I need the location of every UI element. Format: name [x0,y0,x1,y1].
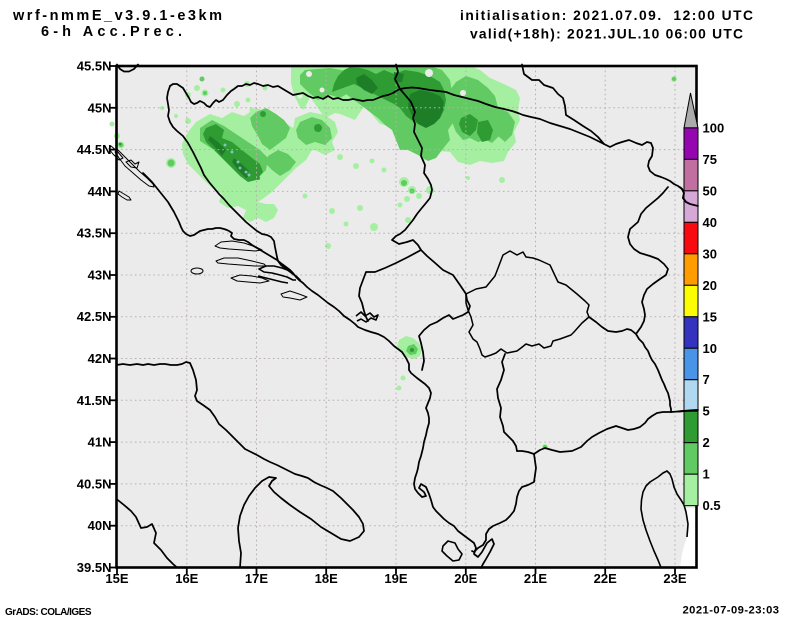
svg-text:initialisation: 2021.07.09. 1: initialisation: 2021.07.09. 12:00 UTC [460,8,753,23]
svg-text:41.5N: 41.5N [77,393,112,408]
svg-text:23E: 23E [663,571,686,586]
svg-text:40: 40 [703,215,717,230]
svg-text:40N: 40N [88,518,112,533]
svg-text:21E: 21E [524,571,547,586]
svg-text:6-h Acc.Prec.: 6-h Acc.Prec. [41,24,182,40]
svg-text:43N: 43N [88,268,112,283]
svg-text:22E: 22E [594,571,617,586]
svg-text:wrf-nmmE_v3.9.1-e3km: wrf-nmmE_v3.9.1-e3km [12,8,222,24]
svg-text:30: 30 [703,246,717,261]
svg-text:42.5N: 42.5N [77,309,112,324]
svg-text:15E: 15E [105,571,128,586]
svg-text:7: 7 [703,372,710,387]
svg-text:GrADS: COLA/IGES: GrADS: COLA/IGES [5,607,92,618]
svg-text:1: 1 [703,467,710,482]
svg-text:15: 15 [703,309,717,324]
svg-text:5: 5 [703,404,710,419]
svg-text:50: 50 [703,183,717,198]
svg-text:10: 10 [703,341,717,356]
svg-text:valid(+18h): 2021.JUL.10 06:00: valid(+18h): 2021.JUL.10 06:00 UTC [470,26,743,41]
svg-text:17E: 17E [245,571,268,586]
svg-text:0.5: 0.5 [703,498,721,513]
svg-text:20E: 20E [454,571,477,586]
svg-text:45.5N: 45.5N [77,59,112,74]
svg-text:45N: 45N [88,100,112,115]
svg-text:75: 75 [703,152,717,167]
svg-text:43.5N: 43.5N [77,226,112,241]
svg-text:2021-07-09-23:03: 2021-07-09-23:03 [683,605,780,617]
svg-text:40.5N: 40.5N [77,476,112,491]
svg-text:42N: 42N [88,351,112,366]
svg-text:100: 100 [703,120,725,135]
svg-text:44.5N: 44.5N [77,142,112,157]
svg-text:39.5N: 39.5N [77,560,112,575]
svg-text:2: 2 [703,435,710,450]
svg-text:20: 20 [703,278,717,293]
svg-text:44N: 44N [88,184,112,199]
svg-text:19E: 19E [384,571,407,586]
svg-text:16E: 16E [175,571,198,586]
svg-text:41N: 41N [88,435,112,450]
svg-text:18E: 18E [315,571,338,586]
